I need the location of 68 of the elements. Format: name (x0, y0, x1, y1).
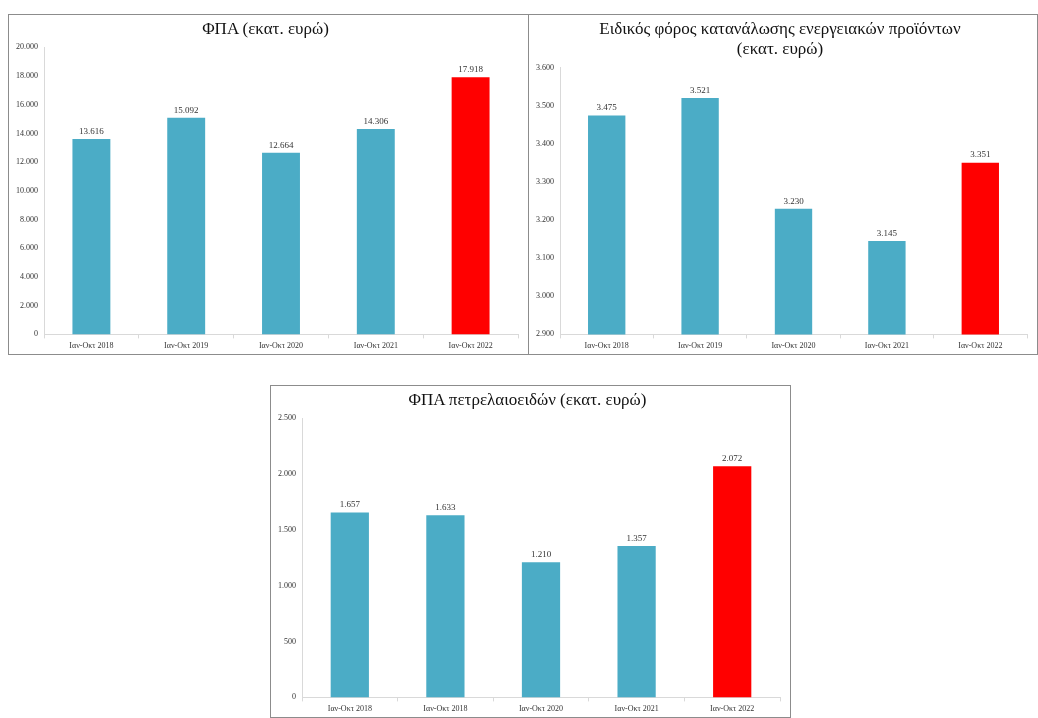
y-tick-label: 16.000 (16, 99, 38, 109)
y-tick-label: 2.500 (278, 413, 296, 423)
data-label: 13.616 (79, 125, 105, 136)
bar (167, 117, 206, 335)
y-tick-label: 20.000 (16, 42, 38, 52)
data-label: 2.072 (722, 453, 743, 464)
bar (451, 77, 490, 335)
data-label: 3.521 (689, 84, 711, 95)
x-tick-label: Ιαν-Οκτ 2021 (353, 341, 398, 351)
data-label: 1.357 (626, 532, 648, 543)
chart-title: Ειδικός φόρος κατανάλωσης ενεργειακών προϊόντων (εκατ. ευρώ) (599, 18, 962, 59)
x-tick-label: Ιαν-Οκτ 2018 (69, 341, 114, 351)
x-tick-label: Ιαν-Οκτ 2020 (771, 341, 816, 351)
x-tick-label: Ιαν-Οκτ 2019 (678, 341, 723, 351)
y-tick-label: 3.200 (536, 215, 554, 225)
bar (356, 129, 395, 335)
x-tick-label: Ιαν-Οκτ 2022 (710, 704, 755, 714)
y-tick-label: 0 (34, 329, 38, 339)
y-tick-label: 1.500 (278, 525, 296, 535)
x-tick-label: Ιαν-Οκτ 2021 (864, 341, 909, 351)
bar (72, 139, 111, 335)
x-tick-label: Ιαν-Οκτ 2021 (614, 704, 659, 714)
bar (521, 562, 561, 698)
y-tick-label: 3.400 (536, 139, 554, 149)
y-tick-label: 1.000 (278, 580, 296, 590)
data-label: 17.918 (458, 64, 484, 75)
y-tick-label: 8.000 (20, 214, 38, 224)
chart-title: ΦΠΑ (εκατ. ευρώ) (202, 18, 329, 38)
y-tick-label: 3.500 (536, 100, 554, 110)
x-tick-label: Ιαν-Οκτ 2019 (164, 341, 209, 351)
data-label: 14.306 (363, 115, 389, 126)
x-tick-label: Ιαν-Οκτ 2018 (327, 704, 372, 714)
y-tick-label: 10.000 (16, 185, 38, 195)
bar (262, 152, 300, 335)
chart-title: ΦΠΑ πετρελαιοειδών (εκατ. ευρώ) (408, 389, 647, 409)
data-label: 12.664 (268, 139, 294, 150)
y-tick-label: 500 (284, 636, 296, 646)
data-label: 1.210 (530, 549, 552, 560)
x-tick-label: Ιαν-Οκτ 2022 (958, 341, 1003, 351)
x-tick-label: Ιαν-Οκτ 2022 (448, 341, 493, 351)
bar (617, 545, 656, 698)
data-label: 1.657 (339, 499, 361, 510)
y-tick-label: 2.900 (536, 329, 554, 339)
y-tick-label: 3.000 (536, 291, 554, 301)
y-tick-label: 6.000 (20, 243, 38, 253)
x-tick-label: Ιαν-Οκτ 2018 (423, 704, 468, 714)
data-label: 3.230 (783, 195, 805, 206)
y-tick-label: 18.000 (16, 71, 38, 81)
data-label: 1.633 (435, 502, 457, 513)
bar (713, 466, 752, 698)
y-tick-label: 3.600 (536, 62, 554, 72)
y-tick-label: 2.000 (278, 469, 296, 479)
y-tick-label: 14.000 (16, 128, 38, 138)
x-tick-label: Ιαν-Οκτ 2018 (584, 341, 629, 351)
bar (426, 515, 465, 698)
y-tick-label: 0 (292, 692, 296, 702)
y-tick-label: 2.000 (20, 300, 38, 310)
data-label: 15.092 (173, 104, 199, 115)
y-tick-label: 3.300 (536, 177, 554, 187)
y-tick-label: 12.000 (16, 157, 38, 167)
data-label: 3.351 (970, 149, 991, 160)
x-tick-label: Ιαν-Οκτ 2020 (518, 704, 564, 714)
y-tick-label: 4.000 (20, 272, 38, 282)
data-label: 3.145 (876, 227, 898, 238)
x-tick-label: Ιαν-Οκτ 2020 (258, 341, 304, 351)
y-tick-label: 3.100 (536, 253, 554, 263)
data-label: 3.475 (596, 102, 618, 113)
bar (330, 512, 369, 698)
